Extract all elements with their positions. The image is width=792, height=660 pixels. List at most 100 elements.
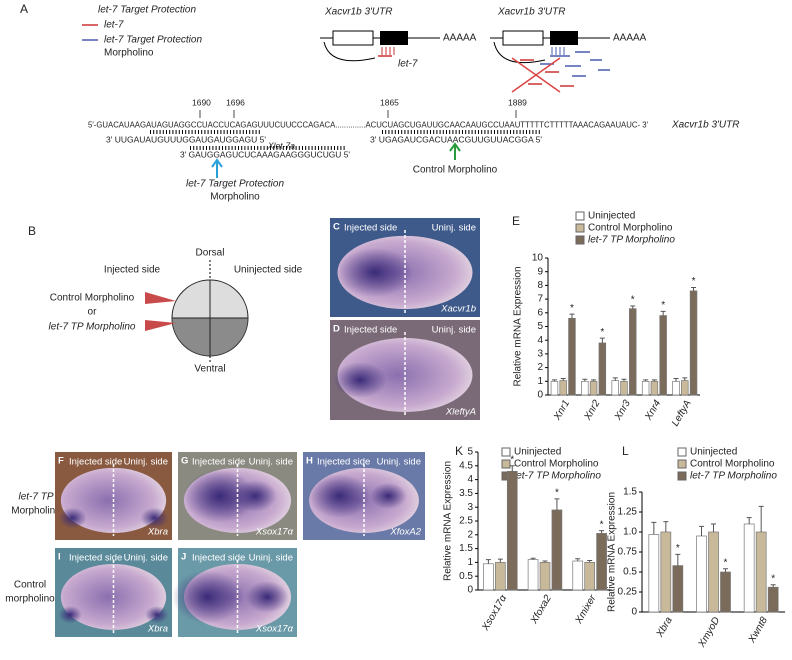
- legend-label: Uninjected: [690, 447, 737, 458]
- bar: [708, 531, 719, 613]
- y-tick-label: 3.5: [459, 488, 473, 499]
- photo-label: Uninj. side: [124, 553, 168, 564]
- y-tick-label: 4: [467, 474, 473, 485]
- arrow: [211, 158, 223, 178]
- stain: [309, 474, 371, 518]
- error-bar: [673, 378, 679, 382]
- error-bar: [554, 498, 560, 510]
- bar: [539, 562, 551, 591]
- error-bar: [758, 505, 764, 532]
- legend-swatch: [575, 223, 585, 233]
- binding: [381, 47, 395, 55]
- bar: [672, 380, 680, 396]
- annotation: *: [600, 519, 604, 530]
- y-tick-label: 9: [537, 266, 543, 277]
- tp-mo-label: let-7 Target Protection: [186, 179, 284, 190]
- y-tick-label: 4.5: [459, 460, 473, 471]
- utr-label: Xacvr1b 3'UTR: [324, 7, 393, 18]
- error-bar: [560, 378, 566, 381]
- legend-text: let-7 Target Protection: [104, 35, 202, 46]
- tp-mo-label: Morpholino: [210, 192, 260, 203]
- y-tick-label: 1: [537, 376, 543, 387]
- mirna: [520, 59, 574, 87]
- y-tick-label: 5: [537, 321, 543, 332]
- x-tick-label: Xnr2: [582, 398, 603, 423]
- position: 1889: [508, 97, 527, 107]
- annotation: *: [724, 557, 728, 568]
- legend-swatch: [501, 447, 511, 457]
- bar: [681, 380, 689, 396]
- gene-label: Xsox17α: [255, 624, 294, 635]
- y-tick-label: 0.5: [623, 567, 637, 578]
- legend-swatch: [501, 459, 511, 469]
- gene-label: Xbra: [147, 527, 168, 538]
- utr: [550, 31, 578, 45]
- mo-label: or: [88, 307, 98, 318]
- error-bar: [569, 313, 575, 319]
- x-tick-label: LeftyA: [670, 398, 694, 428]
- stain: [233, 480, 277, 512]
- bar: [648, 534, 660, 613]
- photo-letter: J: [181, 552, 186, 563]
- error-bar: [711, 523, 716, 532]
- error-bar: [542, 560, 548, 563]
- photo-label: Injected side: [192, 457, 245, 468]
- stain: [245, 580, 289, 613]
- y-tick-label: 6: [537, 307, 543, 318]
- photo-label: Uninj. side: [432, 325, 476, 336]
- binding: [551, 47, 565, 55]
- y-tick-label: 0: [631, 607, 637, 618]
- bar: [650, 380, 659, 396]
- error-bar: [587, 559, 593, 563]
- photo-label: Injected side: [69, 457, 122, 468]
- bar: [641, 380, 650, 396]
- arrow: [449, 142, 461, 160]
- photo-label: Injected side: [344, 325, 397, 336]
- stain: [337, 247, 413, 298]
- position: 1696: [226, 97, 245, 107]
- y-tick-label: 1.0: [623, 527, 637, 538]
- annotation: *: [771, 573, 775, 584]
- error-bar: [599, 530, 605, 534]
- error-bar: [691, 286, 697, 291]
- row-label: Morpholino: [11, 506, 61, 517]
- bar: [696, 535, 707, 613]
- row-label: Control: [14, 580, 46, 591]
- y-tick-label: 8: [537, 280, 543, 291]
- annotation: *: [555, 488, 559, 499]
- bar: [527, 559, 539, 591]
- y-tick-label: 7: [537, 294, 543, 305]
- morpholino: [540, 51, 610, 77]
- photo-label: Injected side: [344, 223, 397, 234]
- photo-label: Uninj. side: [377, 457, 421, 468]
- stain: [58, 507, 87, 529]
- x-tick-label: Xbra: [654, 615, 675, 640]
- y-tick-label: 2.5: [459, 516, 473, 527]
- annotation: *: [676, 543, 680, 554]
- bar: [581, 380, 589, 396]
- gene-label: Xbra: [147, 624, 168, 635]
- stain: [333, 362, 387, 398]
- legend-swatch: [677, 447, 687, 457]
- annotation: *: [661, 300, 665, 311]
- error-bar: [770, 584, 776, 588]
- arc: [493, 41, 546, 64]
- x-tick-label: Xfoxa2: [528, 593, 554, 627]
- y-tick-label: 0.75: [618, 547, 638, 558]
- y-tick-label: 2: [537, 362, 543, 373]
- photo-label: Injected side: [192, 553, 245, 564]
- y-tick-label: 0: [537, 390, 543, 401]
- mirna-label: let-7: [398, 59, 418, 70]
- y-axis-label: Relative mRNA Expression: [513, 266, 524, 386]
- y-tick-label: 5: [467, 447, 473, 458]
- polya: AAAAA: [443, 33, 477, 44]
- legend-label: Control Morpholino: [514, 459, 599, 470]
- position-tick: [199, 110, 517, 118]
- error-bar: [651, 521, 657, 535]
- error-bar: [723, 568, 728, 572]
- bar: [551, 509, 563, 591]
- x-tick-label: Xnr1: [551, 398, 572, 423]
- row-label: morpholino: [5, 594, 55, 605]
- error-bar: [575, 558, 581, 562]
- ventral: Ventral: [194, 364, 225, 375]
